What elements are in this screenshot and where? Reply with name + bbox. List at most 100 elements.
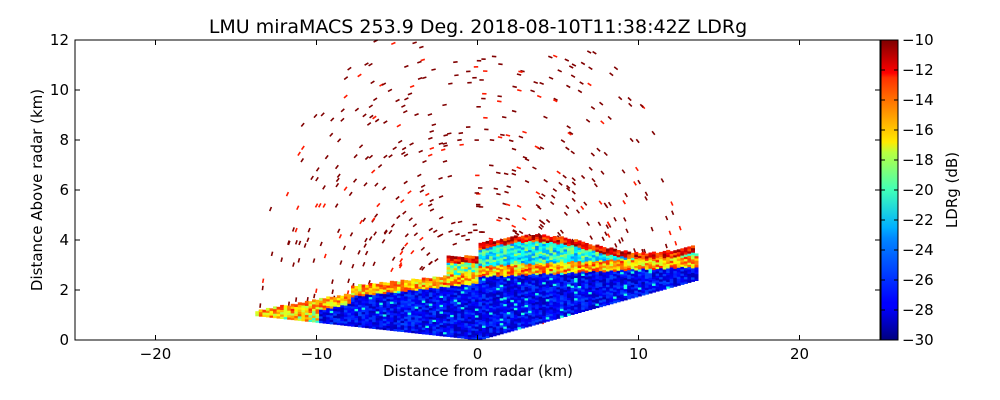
echo-cell [556,313,561,317]
echo-cell [489,284,494,288]
echo-cell [290,303,295,307]
echo-cell [464,257,469,261]
echo-cell [414,324,419,327]
echo-cell [386,318,391,322]
echo-cell [584,270,589,273]
noise-gate [512,85,517,89]
echo-cell [634,272,639,275]
echo-cell [425,309,430,313]
echo-cell [666,254,671,258]
echo-cell [662,255,667,259]
echo-cell [574,275,579,278]
echo-cell [343,307,348,311]
echo-cell [598,270,603,274]
echo-cell [524,255,529,258]
echo-cell [598,299,603,303]
echo-cell [528,299,533,302]
echo-cell [602,256,607,259]
echo-cell [489,287,494,290]
echo-cell [304,300,309,304]
echo-cell [276,309,281,312]
echo-cell [496,258,501,261]
echo-cell [393,315,398,318]
echo-cell [521,314,525,318]
echo-cell [499,324,504,328]
echo-cell [552,265,557,268]
noise-gate [606,221,611,226]
echo-cell [489,262,494,266]
echo-cell [588,293,593,297]
echo-cell [552,260,557,264]
echo-cell [400,315,405,319]
echo-cell [379,322,384,326]
echo-cell [602,276,607,280]
echo-cell [542,236,547,240]
noise-gate [285,191,290,197]
echo-cell [400,293,405,296]
noise-gate [496,219,501,222]
echo-cell [666,256,671,260]
echo-cell [478,274,483,278]
echo-cell [623,277,628,281]
noise-gate [556,170,561,175]
echo-cell [616,299,621,303]
echo-cell [460,284,465,287]
noise-gate [421,76,427,80]
echo-cell [524,320,529,323]
echo-cell [513,260,518,263]
y-tick-label: 2 [59,281,69,299]
echo-cell [595,251,600,255]
echo-cell [559,274,564,278]
echo-cell [457,328,462,332]
echo-cell [439,324,444,328]
noise-gate [512,229,517,234]
echo-cell [464,295,469,299]
echo-cell [333,310,338,314]
echo-cell [584,263,589,266]
echo-cell [552,283,557,286]
echo-cell [496,276,501,279]
echo-cell [450,282,455,286]
echo-cell [471,314,476,318]
echo-cell [460,302,465,305]
echo-cell [467,266,472,270]
echo-cell [414,299,419,303]
echo-cell [301,316,306,319]
echo-cell [411,278,416,282]
echo-cell [450,330,455,333]
echo-cell [499,257,504,261]
echo-cell [467,300,472,304]
echo-cell [379,281,384,285]
echo-cell [616,281,621,285]
echo-cell [457,279,462,282]
noise-gate [627,96,632,102]
echo-cell [676,274,681,277]
noise-gate [420,246,426,251]
echo-cell [535,265,540,269]
noise-gate [383,230,388,235]
echo-cell [528,287,533,291]
echo-cell [489,311,494,315]
echo-cell [528,301,533,305]
echo-cell [446,332,451,335]
echo-cell [439,288,444,292]
echo-cell [662,253,667,256]
echo-cell [517,286,522,289]
echo-cell [499,252,504,256]
echo-cell [496,247,501,250]
echo-cell [457,326,462,330]
echo-cell [588,282,593,286]
echo-cell [616,268,621,271]
noise-gate [522,155,528,160]
echo-cell [453,260,458,264]
echo-cell [655,266,660,270]
echo-cell [446,287,451,290]
echo-cell [513,300,518,304]
echo-cell [351,312,355,316]
echo-cell [559,294,564,298]
echo-cell [655,270,660,274]
noise-gate [298,240,302,246]
echo-cell [588,300,593,304]
echo-cell [499,284,504,288]
echo-cell [351,287,355,291]
